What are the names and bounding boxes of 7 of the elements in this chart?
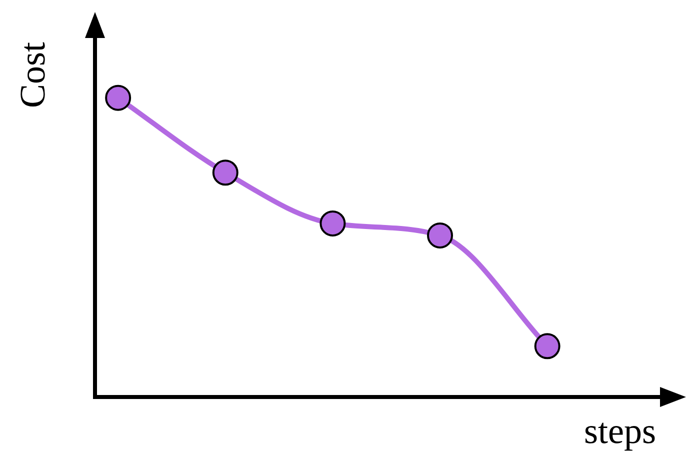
- point: [320, 210, 346, 236]
- x-axis-title: steps: [584, 411, 656, 451]
- point: [427, 222, 454, 248]
- point: [534, 333, 560, 360]
- point: [212, 160, 238, 186]
- point: [105, 84, 132, 111]
- y-axis-title: Cost: [12, 42, 52, 108]
